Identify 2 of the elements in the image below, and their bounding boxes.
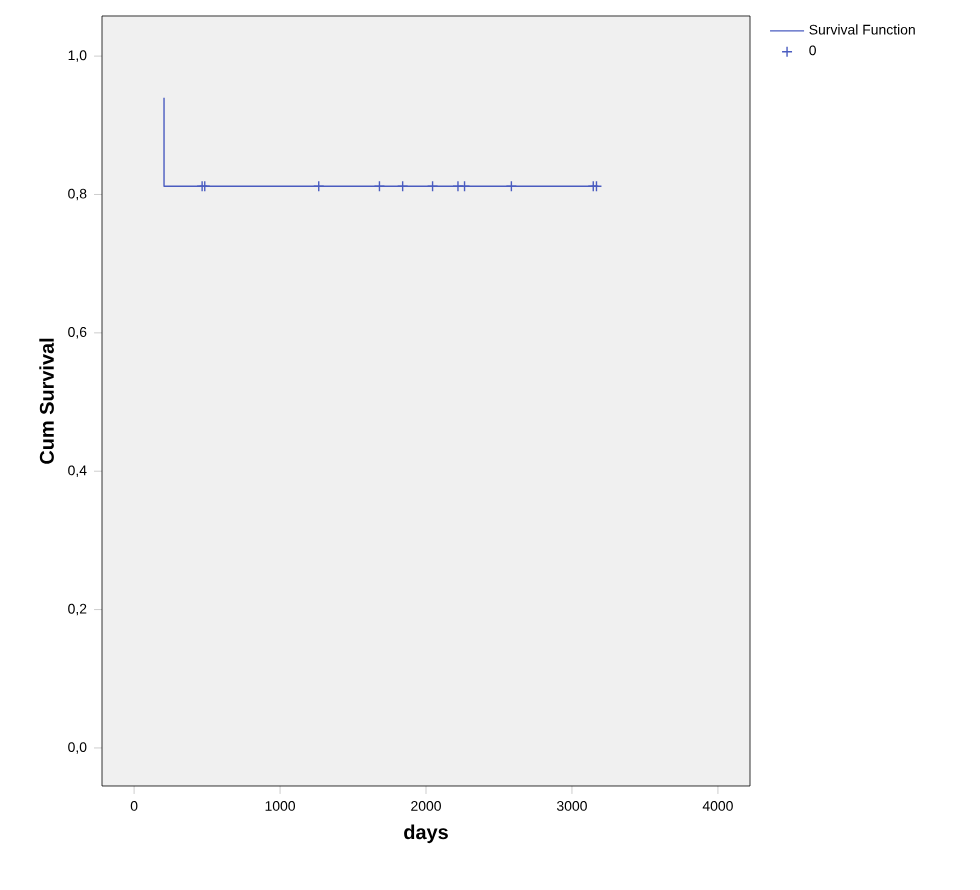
- y-axis-title: Cum Survival: [39, 338, 54, 464]
- x-axis-title: days: [404, 824, 448, 844]
